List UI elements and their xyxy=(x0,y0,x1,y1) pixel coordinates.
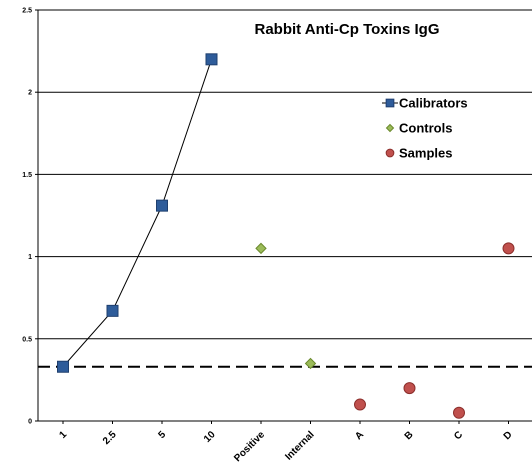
x-tick-label: D xyxy=(502,429,515,442)
x-tick-label: Internal xyxy=(283,429,316,462)
controls-point xyxy=(255,242,267,255)
x-tick-label: Positive xyxy=(232,429,267,464)
calibrators-point xyxy=(57,360,69,373)
legend-marker-samples xyxy=(385,148,395,158)
samples-point xyxy=(453,406,465,419)
y-tick-label: 2.5 xyxy=(22,8,32,15)
x-tick-label: C xyxy=(452,429,465,442)
legend-label-controls: Controls xyxy=(399,121,452,136)
x-tick-label: A xyxy=(353,429,366,442)
x-tick-label: B xyxy=(403,429,416,442)
samples-point xyxy=(403,382,416,395)
calibrators-point xyxy=(106,304,119,317)
x-ticks: 1 2.5 5 10 Positive Internal A B C D xyxy=(57,421,515,464)
controls-point xyxy=(304,357,317,370)
x-tick-label: 5 xyxy=(156,429,168,441)
samples-point xyxy=(354,398,366,411)
y-tick-label: 0 xyxy=(28,419,32,426)
calibrators-line xyxy=(62,59,212,368)
legend-label-calibrators: Calibrators xyxy=(399,96,468,111)
samples-point xyxy=(502,242,515,255)
gridlines xyxy=(38,9,532,340)
y-ticks: 0 0.5 1 1.5 2 2.5 xyxy=(22,8,38,426)
y-tick-label: 2 xyxy=(28,90,32,97)
legend-label-samples: Samples xyxy=(399,146,452,161)
x-tick-label: 1 xyxy=(57,429,69,441)
x-tick-label: 2.5 xyxy=(101,429,119,447)
y-tick-label: 0.5 xyxy=(22,336,32,343)
legend: Calibrators Controls Samples xyxy=(382,96,468,161)
legend-marker-calibrators xyxy=(385,98,395,108)
y-tick-label: 1.5 xyxy=(22,172,32,179)
y-tick-label: 1 xyxy=(28,254,32,261)
calibrators-point xyxy=(205,53,218,66)
chart-title: Rabbit Anti-Cp Toxins IgG xyxy=(255,21,440,38)
legend-marker-controls xyxy=(385,123,395,133)
calibrators-point xyxy=(156,199,168,212)
x-tick-label: 10 xyxy=(202,429,218,445)
series-layer xyxy=(57,53,515,419)
